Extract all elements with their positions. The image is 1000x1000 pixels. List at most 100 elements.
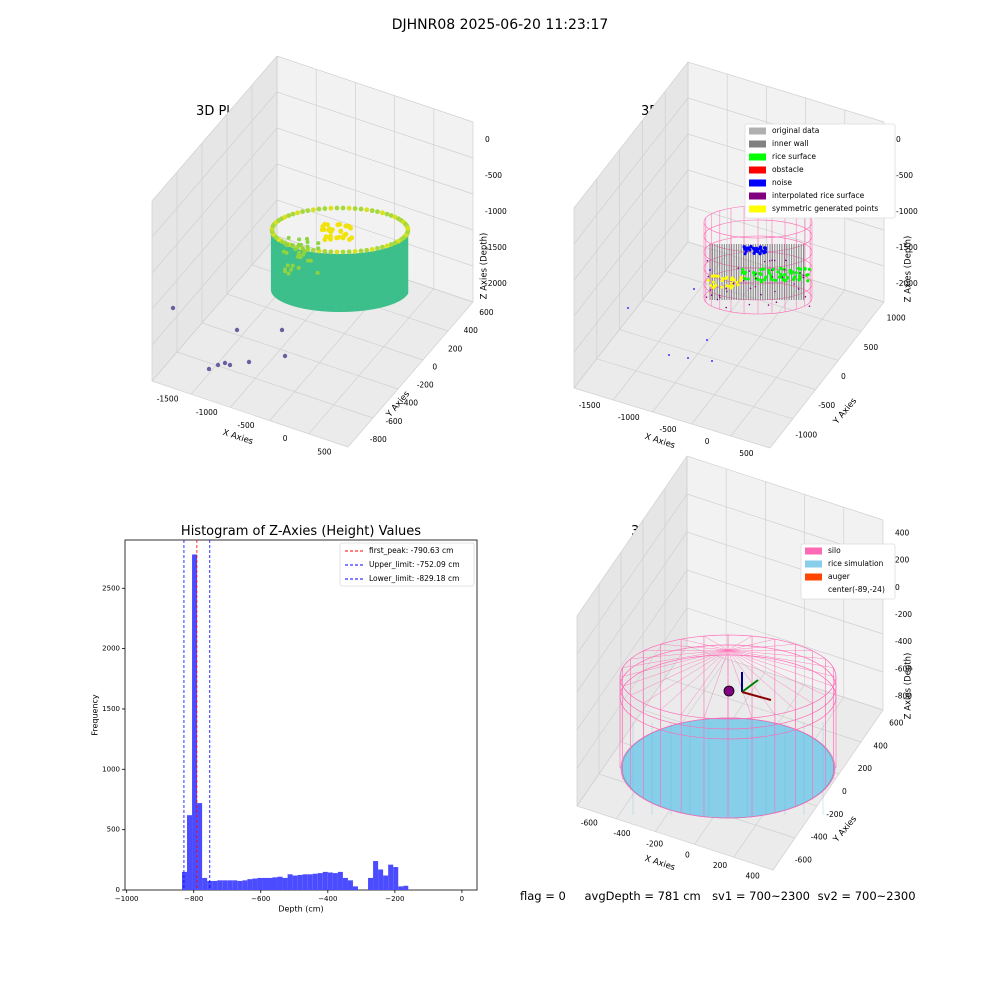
ring-point [346, 249, 352, 255]
legend-label: symmetric generated points [772, 204, 878, 213]
histogram-bar [327, 872, 333, 890]
ring-point [379, 210, 385, 216]
scatter-point [302, 249, 307, 254]
z-tick-label: 200 [895, 556, 910, 565]
histogram-bar [342, 877, 348, 890]
y-tick-label: 600 [889, 718, 904, 727]
scatter-point [326, 234, 332, 240]
legend-label: auger [828, 572, 851, 581]
noise-point [748, 248, 752, 252]
auger-axis-y [741, 679, 759, 693]
legend-swatch [805, 547, 822, 555]
rice-surface-point [741, 267, 745, 272]
y-tick-label: 1000 [887, 314, 906, 323]
silo-roof-edge [727, 635, 753, 651]
interpolated-point [793, 283, 795, 285]
legend-label: Lower_limit: -829.18 cm [369, 574, 459, 583]
rice-surface-point [794, 271, 798, 275]
z-tick-label: 0 [896, 135, 901, 144]
histogram-bar [393, 867, 399, 890]
interpolated-point [763, 260, 766, 263]
noise-point [752, 247, 756, 251]
side-pane [152, 56, 277, 381]
symmetric-point [710, 274, 714, 278]
histogram-bar [373, 861, 379, 890]
silo-roof-edge [727, 649, 753, 719]
x-axis-label: Depth (cm) [278, 905, 323, 914]
legend-swatch [749, 179, 766, 187]
x-tick-label: -200 [646, 840, 663, 849]
histogram-bar [267, 877, 273, 890]
rice-surface-point [746, 277, 750, 281]
legend-label: original data [772, 126, 819, 135]
x-tick-label: -600 [581, 818, 598, 827]
histogram-bar [322, 871, 328, 890]
histogram-bar [192, 554, 198, 890]
histogram-bar [212, 880, 218, 890]
interpolated-point [716, 298, 719, 301]
y-tick-label: -200 [826, 810, 843, 819]
rice-surface-point [776, 270, 780, 274]
legend-swatch [749, 140, 766, 148]
panel3-title: Histogram of Z-Axies (Height) Values [180, 524, 422, 539]
scatter-point [301, 252, 306, 257]
interpolated-point [771, 276, 774, 278]
rice-surface-point [758, 271, 762, 276]
histogram-bar [383, 875, 389, 890]
outlier-point [279, 327, 285, 333]
scatter-point [316, 246, 321, 251]
back-pane [687, 456, 883, 710]
rice-surface-point [781, 278, 785, 282]
scatter-point [326, 226, 332, 232]
noise-point [758, 252, 762, 256]
rice-surface-point [797, 278, 801, 282]
scatter-point [321, 227, 327, 233]
histogram-bar [287, 874, 293, 890]
floor-pane [574, 242, 884, 448]
scatter-point [290, 263, 295, 268]
z-tick-label: 400 [895, 529, 910, 538]
ring-point [310, 247, 316, 253]
rice-surface-point [764, 275, 768, 279]
interpolated-point [797, 288, 800, 290]
ring-point [364, 207, 370, 213]
symmetric-point [730, 276, 734, 280]
legend-label: first_peak: -790.63 cm [369, 546, 453, 555]
outlier-point [170, 305, 176, 311]
interpolated-point [802, 276, 805, 279]
silo-roof-edge [727, 649, 813, 704]
panel2-plot: -1500 -1000 -500 0 500 1000 500 0 -500 -1000 0 -500… [573, 61, 918, 458]
x-axis-label: X Axies [643, 854, 676, 873]
symmetric-point [739, 276, 743, 280]
symmetric-point [731, 284, 735, 288]
x-tick-label: 0 [460, 895, 464, 903]
silo-ring [619, 644, 837, 730]
y-tick-label: -400 [401, 399, 418, 408]
grid-line [201, 322, 399, 390]
histogram-bar [227, 880, 233, 890]
y-tick-label: 200 [858, 764, 873, 773]
histogram-bar [202, 877, 208, 890]
rice-surface-point [743, 277, 747, 281]
scatter-point [285, 263, 290, 268]
silo-roof-edge [643, 649, 729, 704]
ring-point [352, 206, 358, 211]
ring-point [392, 240, 398, 246]
silo-roof-edge [727, 649, 834, 668]
symmetric-point [706, 278, 710, 282]
rice-surface-point [773, 278, 778, 282]
interpolated-point [748, 270, 751, 272]
interpolated-point [781, 276, 784, 279]
y-tick-label: -1000 [795, 430, 817, 439]
ring-point [358, 248, 364, 254]
z-axis-label: Z Axies (Depth) [904, 653, 914, 720]
histogram-bar [197, 803, 203, 890]
scatter-point [300, 246, 305, 251]
ring-point [316, 206, 322, 212]
z-tick-label: -800 [895, 691, 912, 700]
symmetric-point [725, 284, 729, 288]
y-tick-label: 1000 [102, 765, 120, 773]
legend-swatch [805, 573, 822, 581]
histogram-bar [247, 879, 253, 890]
noise-point [762, 251, 766, 255]
